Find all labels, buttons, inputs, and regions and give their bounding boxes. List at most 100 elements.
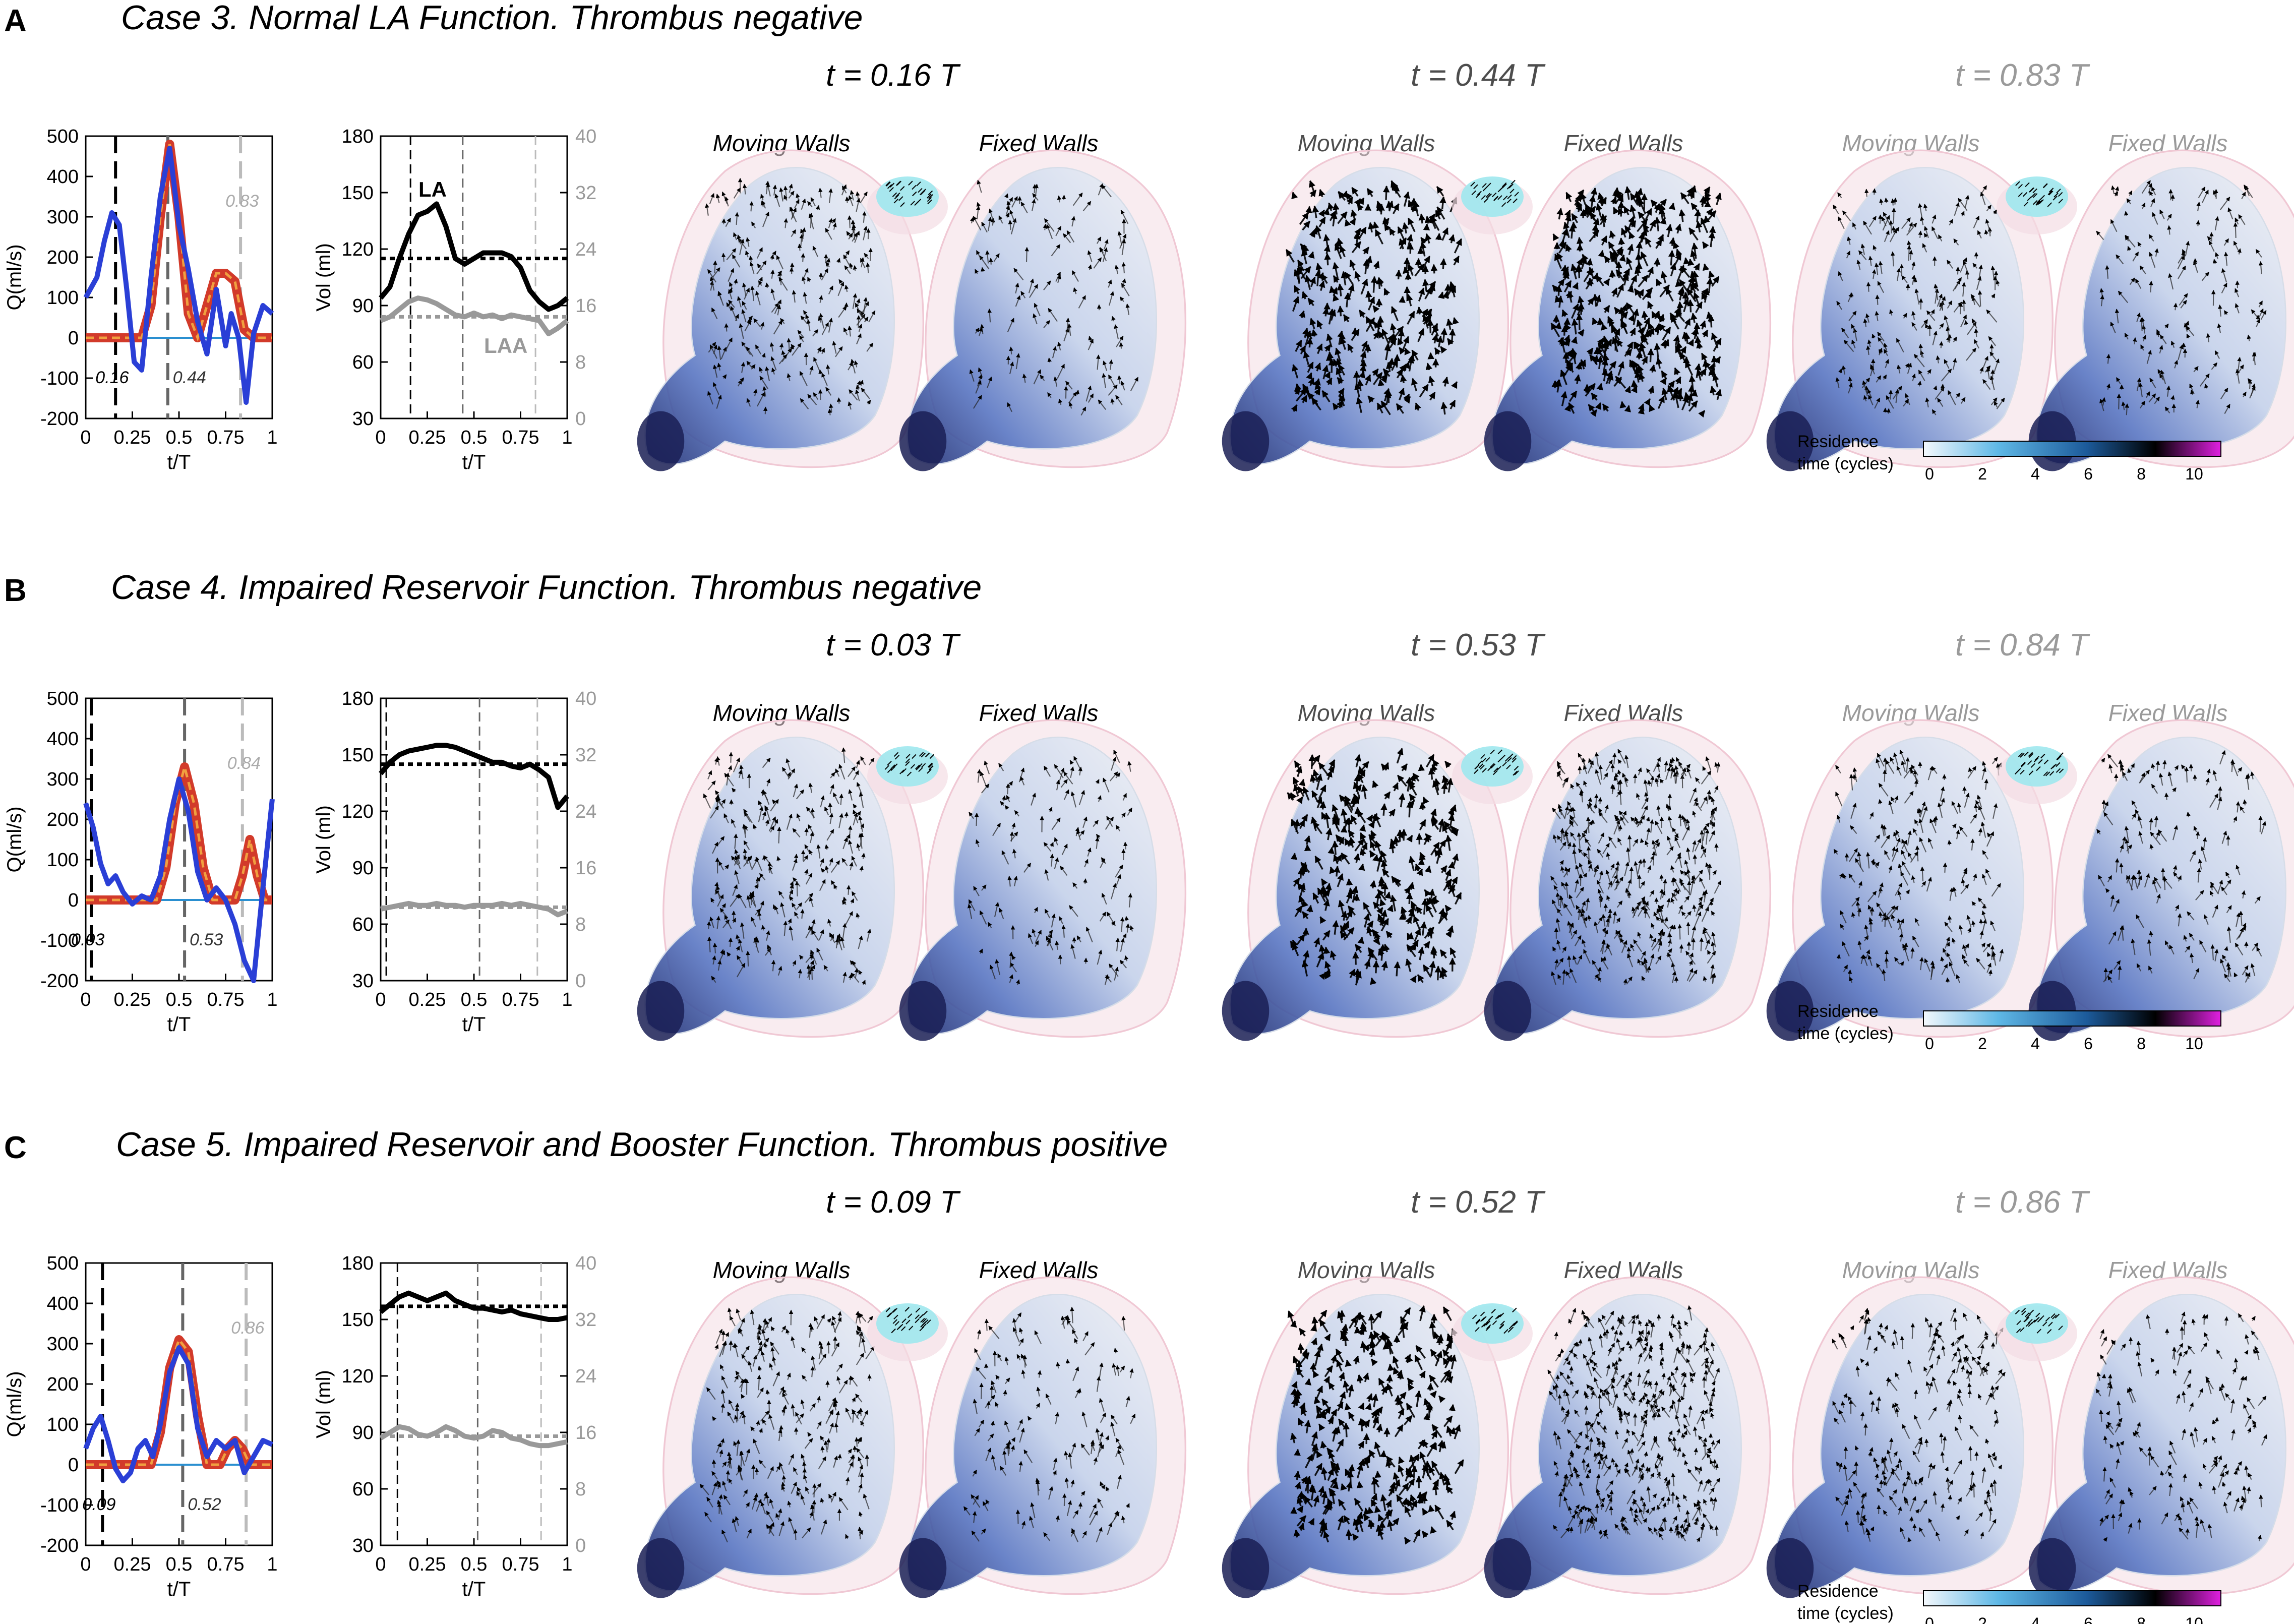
velocity-arrow [1714, 843, 1719, 852]
velocity-arrow [1870, 907, 1875, 916]
y2-tick-label: 8 [575, 914, 586, 935]
velocity-arrow [1624, 405, 1631, 412]
velocity-arrow [848, 401, 852, 410]
velocity-arrow [812, 246, 818, 257]
velocity-arrow [1654, 897, 1659, 904]
velocity-arrow [745, 250, 749, 258]
y2-tick-label: 8 [575, 352, 586, 373]
velocity-arrow [1580, 209, 1587, 218]
velocity-arrow [1618, 1330, 1623, 1336]
velocity-arrow [2209, 232, 2214, 242]
velocity-arrow [762, 211, 769, 227]
appendage-region [899, 1538, 947, 1598]
velocity-arrow [758, 367, 763, 374]
velocity-arrow [1699, 937, 1704, 951]
velocity-arrow [746, 237, 750, 247]
y-tick-label: 100 [47, 1414, 79, 1435]
colorbar-title-line2: time (cycles) [1797, 1024, 1894, 1043]
velocity-arrow [1399, 295, 1406, 303]
velocity-arrow [2258, 815, 2263, 832]
velocity-arrow [1374, 1471, 1381, 1478]
velocity-arrow [858, 324, 863, 332]
laa-volume-line [380, 900, 568, 918]
y-tick-label: 90 [352, 295, 374, 317]
velocity-arrow [770, 288, 775, 300]
velocity-arrow [1124, 916, 1129, 921]
colorbar-tick-label: 4 [2031, 1035, 2040, 1053]
x-tick-label: 0 [375, 1554, 386, 1575]
y2-tick-label: 40 [575, 126, 596, 147]
velocity-arrow [791, 229, 797, 237]
velocity-arrow [705, 203, 709, 216]
velocity-arrow [755, 344, 762, 354]
velocity-arrow [1294, 383, 1302, 391]
velocity-arrow [835, 346, 843, 357]
velocity-arrow [746, 346, 754, 357]
y2-tick-label: 24 [575, 239, 596, 260]
mitral-flow-line [86, 1335, 272, 1469]
velocity-arrow [1687, 258, 1695, 266]
velocity-arrow [1597, 1459, 1602, 1469]
velocity-arrow [1872, 188, 1877, 195]
x-tick-label: 0.75 [207, 427, 245, 448]
velocity-arrow [1422, 265, 1429, 274]
velocity-arrow [810, 197, 816, 206]
velocity-arrow [800, 398, 809, 409]
velocity-arrow [806, 319, 811, 332]
velocity-arrow [807, 201, 813, 208]
y2-tick-label: 24 [575, 801, 596, 822]
velocity-arrow [783, 195, 788, 200]
velocity-arrow [856, 333, 862, 344]
velocity-arrow [1010, 218, 1017, 234]
time-label: t = 0.03 T [826, 628, 961, 663]
velocity-arrow [1057, 341, 1062, 351]
velocity-arrow [1083, 957, 1088, 964]
velocity-arrow [803, 268, 809, 278]
velocity-arrow [1683, 332, 1691, 344]
velocity-arrow [1372, 854, 1379, 862]
velocity-arrow [1691, 389, 1698, 397]
velocity-arrow [1555, 285, 1562, 296]
velocity-arrow [1380, 860, 1388, 870]
velocity-arrow [1358, 863, 1365, 871]
velocity-arrow [1629, 866, 1634, 883]
x-tick-label: 0.75 [502, 427, 539, 448]
inset-appendage [2006, 746, 2068, 787]
velocity-arrow [802, 276, 806, 284]
appendage-region [637, 981, 685, 1041]
velocity-arrow [1886, 408, 1891, 414]
velocity-arrow [1878, 214, 1883, 224]
velocity-arrow [1427, 1382, 1434, 1391]
colorbar-tick-label: 0 [1925, 1035, 1934, 1053]
y-tick-label: 30 [352, 971, 374, 992]
y-tick-label: 200 [47, 809, 79, 830]
y-tick-label: -200 [40, 408, 79, 430]
appendage-region [1222, 1538, 1270, 1598]
velocity-arrow [813, 392, 819, 400]
velocity-arrow [1618, 1416, 1623, 1424]
mitral-flow-dash [86, 144, 272, 342]
velocity-arrow [758, 280, 763, 286]
velocity-arrow [1554, 379, 1561, 387]
colorbar-tick-label: 6 [2084, 1035, 2093, 1053]
velocity-arrow [749, 255, 753, 263]
x-tick-label: 0.75 [207, 1554, 245, 1575]
velocity-arrow [848, 232, 853, 240]
y-tick-label: 0 [68, 328, 79, 349]
velocity-arrow [1304, 1378, 1312, 1386]
velocity-arrow [744, 320, 752, 332]
velocity-arrow [783, 218, 788, 228]
velocity-arrow [979, 1382, 984, 1399]
velocity-arrow [826, 364, 830, 375]
y-axis-label: Vol (ml) [313, 1370, 335, 1438]
panel-C: C Case 5. Impaired Reservoir and Booster … [4, 1125, 2227, 1283]
velocity-arrow [825, 387, 832, 396]
velocity-arrow [1109, 359, 1113, 370]
velocity-arrow [713, 365, 718, 378]
colorbar-tick-label: 4 [2031, 465, 2040, 483]
velocity-arrow [717, 291, 724, 306]
y2-tick-label: 0 [575, 1535, 586, 1556]
colorbar-gradient [1923, 441, 2221, 457]
velocity-arrow [788, 191, 795, 199]
